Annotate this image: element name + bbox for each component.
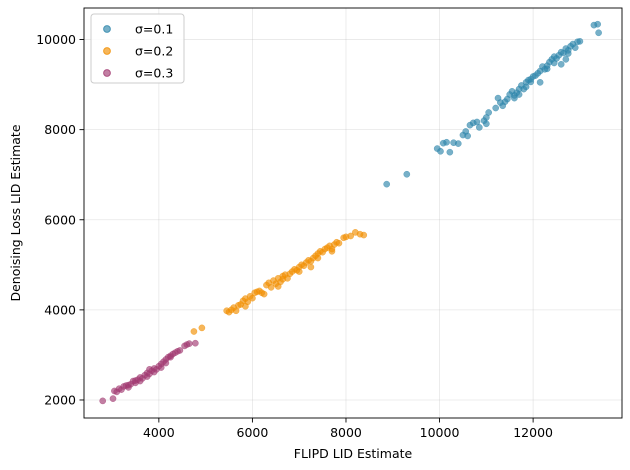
point-series-1 — [190, 328, 198, 335]
legend-label: σ=0.3 — [135, 66, 173, 81]
legend-label: σ=0.1 — [135, 22, 173, 37]
point-series-2 — [99, 397, 107, 405]
point-series-1 — [314, 254, 322, 262]
point-series-1 — [307, 263, 315, 271]
legend-marker — [103, 69, 111, 77]
point-series-0 — [550, 59, 558, 67]
x-axis-label: FLIPD LID Estimate — [294, 446, 413, 461]
point-series-0 — [476, 124, 483, 131]
y-tick-label: 4000 — [44, 302, 76, 317]
x-tick-label: 8000 — [330, 425, 362, 440]
grid — [84, 8, 622, 418]
legend-marker — [103, 25, 111, 33]
point-series-0 — [564, 50, 572, 57]
point-series-0 — [594, 20, 601, 28]
point-series-0 — [485, 109, 492, 116]
axis-ticks: 4000 6000 8000 10000 12000 2000 4000 6000 8000 10… — [36, 32, 553, 440]
point-series-0 — [527, 75, 535, 83]
point-series-1 — [328, 247, 336, 255]
data-points — [99, 20, 602, 405]
y-tick-label: 6000 — [44, 212, 76, 227]
point-series-0 — [515, 91, 523, 98]
point-series-0 — [576, 38, 584, 45]
point-series-2 — [146, 366, 153, 373]
point-series-0 — [543, 65, 551, 73]
point-series-1 — [274, 283, 282, 290]
point-series-2 — [109, 395, 117, 402]
point-series-1 — [279, 275, 287, 283]
point-series-1 — [267, 284, 275, 291]
x-tick-label: 6000 — [237, 425, 269, 440]
point-series-0 — [446, 148, 454, 156]
legend-box — [90, 13, 185, 84]
point-series-0 — [437, 147, 444, 155]
point-series-2 — [167, 353, 174, 361]
point-series-1 — [260, 290, 268, 298]
legend: σ=0.1 σ=0.2 σ=0.3 — [90, 13, 185, 84]
legend-label: σ=0.2 — [135, 44, 173, 59]
point-series-0 — [562, 56, 570, 63]
x-tick-label: 12000 — [513, 425, 553, 440]
point-series-0 — [454, 140, 462, 147]
point-series-0 — [571, 44, 579, 51]
point-series-0 — [511, 94, 518, 102]
plot-frame — [83, 7, 623, 419]
point-series-2 — [176, 347, 184, 354]
point-series-2 — [132, 377, 139, 384]
point-series-1 — [360, 231, 368, 239]
point-series-2 — [192, 339, 199, 347]
point-series-0 — [522, 83, 530, 91]
point-series-1 — [242, 302, 249, 310]
point-series-0 — [443, 138, 450, 146]
legend-marker — [103, 47, 111, 55]
point-series-2 — [143, 373, 151, 380]
point-series-2 — [125, 381, 132, 389]
point-series-1 — [335, 239, 343, 247]
point-series-0 — [595, 29, 602, 37]
point-series-0 — [464, 132, 471, 140]
x-tick-label: 4000 — [143, 425, 175, 440]
point-series-2 — [157, 364, 165, 371]
point-series-0 — [536, 79, 544, 86]
y-tick-label: 2000 — [44, 392, 76, 407]
point-series-0 — [403, 170, 411, 178]
point-series-2 — [185, 340, 193, 347]
point-series-1 — [198, 324, 206, 332]
y-tick-label: 8000 — [44, 122, 76, 137]
point-series-0 — [483, 120, 490, 128]
point-series-2 — [162, 359, 170, 367]
y-axis-label: Denoising Loss LID Estimate — [8, 124, 23, 301]
point-series-1 — [295, 268, 303, 275]
point-series-1 — [347, 232, 354, 240]
point-series-0 — [383, 180, 390, 188]
point-series-0 — [557, 61, 565, 68]
y-tick-label: 10000 — [36, 32, 76, 47]
x-tick-label: 10000 — [420, 425, 460, 440]
point-series-0 — [492, 104, 499, 112]
